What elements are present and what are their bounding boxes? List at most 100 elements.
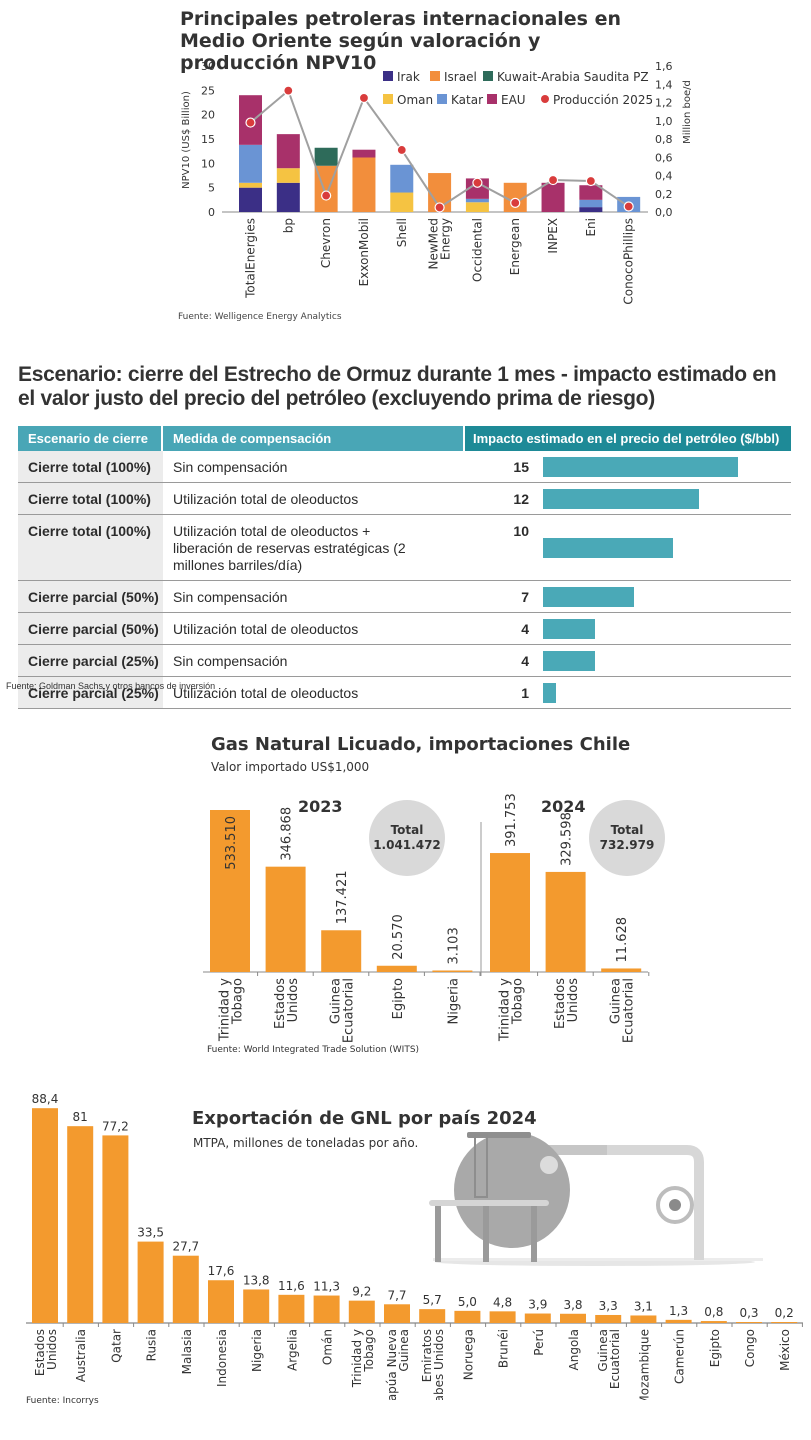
- x-tick-label: Perú: [532, 1329, 546, 1356]
- header-measure: Medida de compensación: [163, 426, 465, 451]
- bar: [490, 853, 530, 972]
- legend-swatch: [383, 94, 393, 104]
- bar: [243, 1289, 270, 1323]
- chart4-subtitle: MTPA, millones de toneladas por año.: [193, 1136, 419, 1150]
- cell-measure: Sin compensación: [173, 459, 288, 475]
- legend-swatch: [541, 95, 549, 103]
- cell-measure: Sin compensación: [173, 653, 288, 669]
- chart1-source: Fuente: Welligence Energy Analytics: [178, 312, 342, 322]
- bar-value-label: 9,2: [352, 1285, 371, 1299]
- y2-tick-label: 1,0: [655, 115, 673, 128]
- y-tick-label: 0: [208, 206, 215, 219]
- bar-value-label: 4,8: [493, 1295, 512, 1309]
- bar: [489, 1311, 516, 1323]
- cell-impact: 7: [521, 589, 529, 605]
- cell-impact-bar: [543, 613, 791, 644]
- x-tick-label: NewMed: [427, 218, 441, 270]
- bar-value-label: 137.421: [335, 871, 350, 925]
- production-point: [358, 92, 370, 104]
- impact-bar: [543, 650, 595, 671]
- table-row: Cierre parcial (50%) Utilización total de…: [18, 613, 791, 645]
- bar-value-label: 5,7: [423, 1293, 442, 1307]
- chart3-subtitle: Valor importado US$1,000: [211, 760, 370, 774]
- x-tick-label: Noruega: [461, 1329, 475, 1380]
- bar-segment-irak: [579, 207, 603, 212]
- bar-segment-kuwait-arabia-saudita-pz: [314, 147, 338, 166]
- legend-label: EAU: [501, 93, 526, 107]
- bar-segment-oman: [465, 202, 489, 212]
- bar-segment-katar: [465, 198, 489, 203]
- bar: [419, 1309, 446, 1323]
- production-point: [321, 190, 332, 201]
- x-tick-label: Tobago: [362, 1329, 376, 1373]
- bar-value-label: 81: [73, 1110, 88, 1124]
- x-tick-label: Shell: [395, 218, 409, 247]
- tank-leg: [435, 1206, 441, 1262]
- y-tick-label: 5: [208, 182, 215, 195]
- cell-impact-bar: [543, 515, 791, 580]
- x-tick-label: Tobago: [511, 978, 526, 1025]
- y2-tick-label: 0,2: [655, 188, 673, 201]
- bar-value-label: 17,6: [208, 1264, 235, 1278]
- x-tick-label: Unidos: [566, 978, 581, 1023]
- bar: [601, 968, 642, 972]
- x-tick-label: Trinidad y: [350, 1329, 364, 1388]
- x-tick-label: Egipto: [391, 978, 406, 1019]
- bar: [313, 1295, 340, 1323]
- bar-value-label: 0,3: [739, 1306, 758, 1320]
- bar: [384, 1304, 410, 1323]
- bar-value-label: 329.598: [560, 812, 575, 866]
- y-axis-label: NPV10 (US$ Billion): [181, 91, 192, 189]
- bar: [321, 930, 362, 972]
- cell-impact-bar: [543, 677, 791, 708]
- y2-tick-label: 0,0: [655, 206, 673, 219]
- x-tick-label: Estados: [273, 978, 288, 1029]
- legend-label: Producción 2025: [553, 93, 653, 107]
- bar-value-label: 3,9: [528, 1298, 547, 1312]
- production-point: [623, 201, 634, 212]
- tank-leg: [531, 1206, 537, 1262]
- x-tick-label: Ecuatorial: [342, 978, 357, 1043]
- bar-value-label: 13,8: [243, 1273, 270, 1287]
- legend-swatch: [383, 71, 393, 81]
- bar-value-label: 3,8: [563, 1298, 582, 1312]
- x-tick-label: Unidos: [45, 1329, 59, 1370]
- chart1-title: Principales petroleras internacionales e…: [180, 8, 621, 74]
- x-tick-label: Occidental: [470, 218, 484, 282]
- x-tick-label: Australia: [74, 1329, 88, 1382]
- bar-segment-katar: [390, 164, 414, 193]
- bar-value-label: 391.753: [504, 793, 519, 847]
- bar-value-label: 11,6: [278, 1279, 305, 1293]
- x-tick-label: Emiratos: [420, 1329, 434, 1382]
- legend-label: Kuwait-Arabia Saudita PZ: [497, 70, 649, 84]
- x-tick-label: Brunéi: [497, 1329, 511, 1368]
- x-tick-label: TotalEnergies: [244, 218, 258, 299]
- bar: [665, 1319, 692, 1323]
- y-tick-label: 30: [201, 60, 215, 73]
- cell-measure: Utilización total de oleoductos: [173, 491, 359, 507]
- bar-segment-katar: [239, 144, 262, 183]
- x-tick-label: Angola: [567, 1329, 581, 1370]
- bar-value-label: 0,2: [775, 1306, 794, 1320]
- x-tick-label: Mozambique: [637, 1329, 651, 1400]
- table-source: Fuente: Goldman Sachs y otros bancos de …: [6, 681, 216, 691]
- x-tick-label: Estados: [33, 1329, 47, 1376]
- bar-value-label: 27,7: [172, 1240, 199, 1254]
- chart3-source: Fuente: World Integrated Trade Solution …: [207, 1045, 420, 1055]
- x-tick-label: México: [778, 1329, 792, 1371]
- impact-bar: [543, 682, 556, 703]
- bar-value-label: 11,3: [313, 1280, 340, 1294]
- chart4-title: Exportación de GNL por país 2024: [192, 1108, 537, 1129]
- tank-leg: [483, 1206, 489, 1262]
- bar-value-label: 1,3: [669, 1304, 688, 1318]
- pipe-horizontal: [547, 1145, 607, 1155]
- x-tick-label: Unidos: [286, 978, 301, 1023]
- cell-impact: 4: [521, 653, 529, 669]
- cell-measure: Sin compensación: [173, 589, 288, 605]
- lng-tank-illustration-icon: [429, 1132, 763, 1266]
- x-tick-label: Papúa Nueva: [385, 1329, 399, 1400]
- total-2024-value: 732.979: [599, 838, 655, 852]
- bar-segment-eau: [579, 185, 603, 200]
